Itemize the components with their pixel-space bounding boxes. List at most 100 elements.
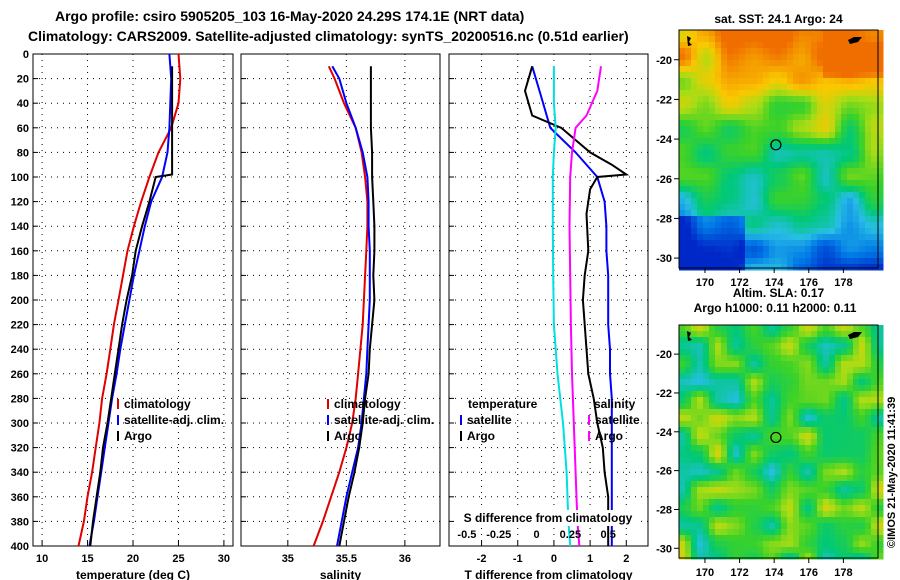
map-cell: [745, 144, 752, 151]
map-cell: [679, 511, 686, 518]
map-cell: [829, 427, 836, 434]
map-cell: [877, 234, 884, 241]
map-cell: [781, 30, 788, 37]
map-cell: [781, 349, 788, 356]
map-cell: [877, 48, 884, 55]
map-cell: [859, 391, 866, 398]
map-cell: [685, 403, 692, 410]
map-cell: [709, 547, 716, 554]
map-cell: [853, 325, 860, 332]
map-cell: [703, 96, 710, 103]
map-cell: [841, 174, 848, 181]
map-cell: [823, 547, 830, 554]
map-cell: [739, 523, 746, 530]
map-cell: [859, 481, 866, 488]
map-cell: [787, 517, 794, 524]
map-cell: [823, 451, 830, 458]
map-cell: [829, 192, 836, 199]
map-cell: [805, 114, 812, 121]
map-cell: [811, 427, 818, 434]
map-cell: [859, 535, 866, 542]
map-cell: [727, 102, 734, 109]
map-cell: [805, 234, 812, 241]
map-cell: [799, 325, 806, 332]
map-cell: [817, 102, 824, 109]
map-cell: [733, 30, 740, 37]
map-cell: [871, 144, 878, 151]
map-cell: [805, 240, 812, 247]
map-cell: [877, 228, 884, 235]
map-cell: [859, 553, 866, 560]
map-cell: [739, 373, 746, 380]
map-cell: [733, 505, 740, 512]
map-cell: [877, 511, 884, 518]
map-cell: [835, 481, 842, 488]
map-cell: [727, 120, 734, 127]
map-cell: [805, 349, 812, 356]
map-cell: [763, 48, 770, 55]
map-cell: [679, 162, 686, 169]
map-cell: [721, 132, 728, 139]
map-cell: [775, 451, 782, 458]
map-cell: [703, 391, 710, 398]
map-x-tick-label: 172: [730, 277, 748, 289]
x2-tick-label: -0.5: [457, 529, 476, 541]
map-cell: [745, 228, 752, 235]
map-cell: [859, 66, 866, 73]
map-cell: [835, 499, 842, 506]
map-cell: [721, 90, 728, 97]
map-cell: [697, 168, 704, 175]
map-cell: [679, 385, 686, 392]
map-cell: [703, 210, 710, 217]
map-cell: [769, 529, 776, 536]
map-cell: [787, 30, 794, 37]
map-cell: [829, 36, 836, 43]
map-cell: [775, 493, 782, 500]
map-cell: [733, 391, 740, 398]
map-cell: [853, 150, 860, 157]
map-cell: [829, 54, 836, 61]
map-cell: [781, 186, 788, 193]
map-cell: [691, 216, 698, 223]
map-cell: [865, 168, 872, 175]
map-cell: [715, 349, 722, 356]
map-cell: [823, 258, 830, 265]
map-cell: [709, 198, 716, 205]
map-cell: [721, 246, 728, 253]
map-cell: [793, 84, 800, 91]
map-cell: [715, 481, 722, 488]
map-cell: [685, 192, 692, 199]
map-cell: [727, 445, 734, 452]
map-cell: [859, 102, 866, 109]
y-tick-label: 220: [11, 320, 29, 332]
map-cell: [697, 150, 704, 157]
map-cell: [865, 511, 872, 518]
map-cell: [769, 72, 776, 79]
map-cell: [715, 433, 722, 440]
map-cell: [769, 505, 776, 512]
map-cell: [865, 517, 872, 524]
map-cell: [847, 252, 854, 259]
map-cell: [877, 445, 884, 452]
map-cell: [829, 258, 836, 265]
map-y-tick-label: -30: [656, 253, 672, 265]
map-cell: [853, 343, 860, 350]
map-cell: [829, 42, 836, 49]
map-cell: [841, 192, 848, 199]
map-cell: [793, 553, 800, 560]
map-cell: [751, 96, 758, 103]
map-cell: [841, 493, 848, 500]
map-cell: [679, 361, 686, 368]
map-cell: [697, 240, 704, 247]
map-cell: [859, 30, 866, 37]
map-cell: [811, 445, 818, 452]
map-cell: [859, 156, 866, 163]
map-cell: [775, 36, 782, 43]
map-cell: [721, 48, 728, 55]
map-cell: [793, 373, 800, 380]
map-cell: [751, 210, 758, 217]
map-cell: [877, 463, 884, 470]
map-cell: [877, 144, 884, 151]
map-cell: [763, 78, 770, 85]
map-cell: [745, 439, 752, 446]
